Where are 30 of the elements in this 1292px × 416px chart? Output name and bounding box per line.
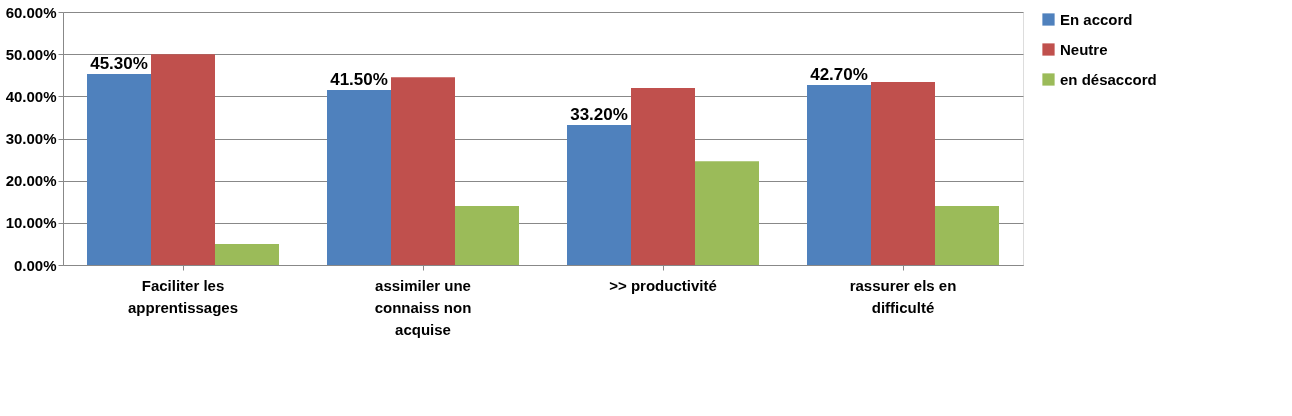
x-tick-label: rassurer els en difficulté <box>849 276 957 316</box>
y-tick-label: 0.00% <box>13 256 57 274</box>
bar <box>871 82 935 265</box>
x-tick-label: >> productivité <box>609 276 717 294</box>
bar <box>807 84 871 265</box>
data-label: 42.70% <box>810 64 868 84</box>
y-tick-label: 60.00% <box>5 3 57 21</box>
bar <box>215 243 279 265</box>
data-label: 33.20% <box>570 105 628 125</box>
legend-label: Neutre <box>1060 40 1108 58</box>
bar <box>695 161 759 265</box>
y-tick-label: 50.00% <box>5 45 57 63</box>
y-tick-label: 40.00% <box>5 87 57 105</box>
bar <box>455 205 519 265</box>
x-tick-label: assimiler une connaiss non acquise <box>374 276 472 338</box>
y-tick-label: 20.00% <box>5 172 57 190</box>
bar <box>87 73 151 265</box>
bar <box>567 125 631 265</box>
legend-label: en désaccord <box>1060 70 1157 88</box>
y-tick-label: 10.00% <box>5 214 57 232</box>
x-tick-label: Faciliter les apprentissages <box>127 276 239 316</box>
bar <box>327 90 391 265</box>
data-label: 45.30% <box>90 53 148 73</box>
bar <box>151 54 215 265</box>
bar <box>935 205 999 265</box>
bar <box>631 87 695 265</box>
bar <box>391 77 455 265</box>
y-tick-label: 30.00% <box>5 130 57 147</box>
data-label: 41.50% <box>330 70 388 90</box>
legend-label: En accord <box>1060 10 1133 28</box>
